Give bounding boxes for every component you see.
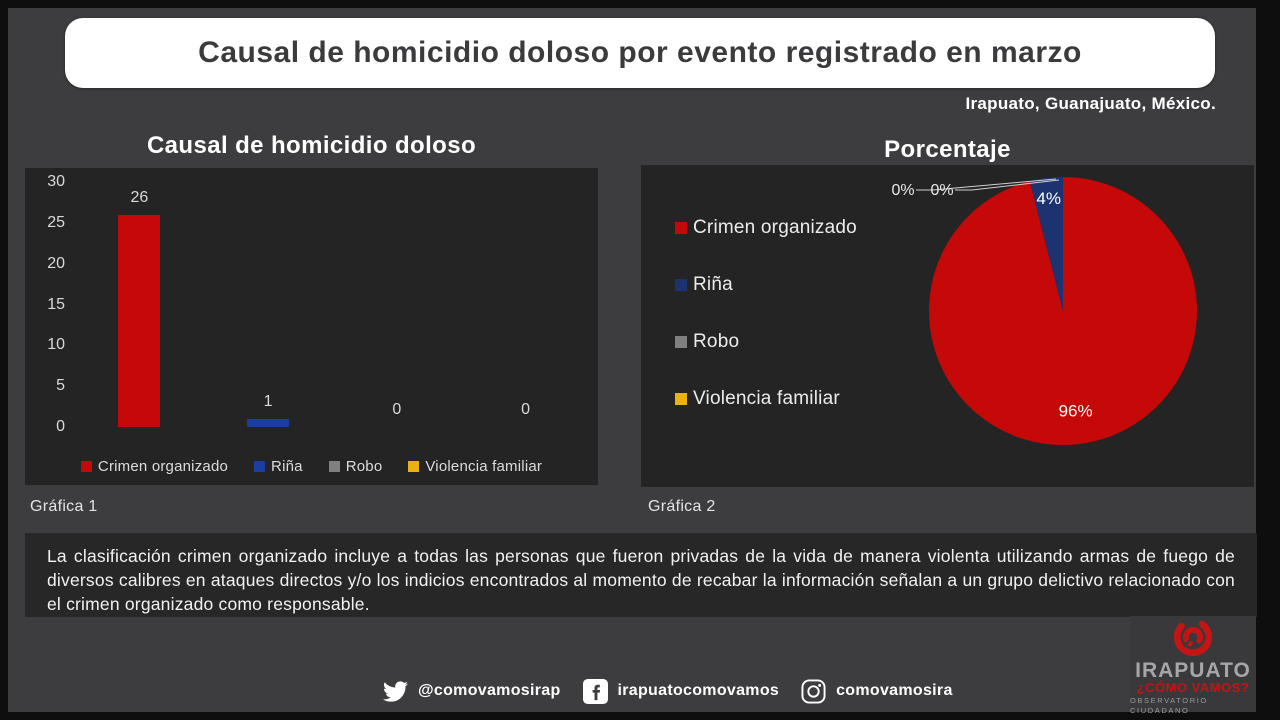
legend-label: Crimen organizado (97, 458, 229, 475)
instagram-icon (801, 678, 826, 704)
legend-swatch-icon (675, 279, 687, 291)
bar-1 (118, 214, 161, 427)
legend-label: Riña (693, 274, 733, 295)
twitter-icon (383, 680, 408, 702)
pie-slice-label: 4% (1036, 189, 1061, 208)
logo-tagline: ¿CÓMO VAMOS? (1136, 680, 1250, 695)
y-tick-label: 20 (47, 254, 65, 272)
legend-swatch-icon (408, 461, 420, 472)
pie-chart-legend: Crimen organizado Riña Robo Violencia famil… (675, 217, 857, 410)
y-tick-label: 30 (47, 173, 65, 190)
bar-value-label: 1 (263, 392, 273, 410)
legend-item: Robo (328, 458, 383, 475)
instagram-item[interactable]: comovamosira (801, 678, 953, 704)
bar-2 (247, 418, 290, 427)
y-tick-label: 15 (47, 295, 65, 313)
bar-chart-panel: 30 25 20 15 10 5 0 26 1 0 0 Crimen organizado Riña R… (25, 168, 598, 485)
legend-swatch-icon (328, 461, 340, 472)
legend-label: Crimen organizado (693, 217, 857, 238)
bar-chart-legend: Crimen organizado Riña Robo Violencia famil… (25, 458, 598, 475)
legend-swatch-icon (675, 222, 687, 234)
bar-chart-caption: Gráfica 1 (30, 498, 98, 515)
twitter-handle: @comovamosirap (418, 682, 561, 699)
location-subtitle: Irapuato, Guanajuato, México. (965, 94, 1216, 113)
facebook-item[interactable]: irapuatocomovamos (582, 678, 780, 704)
legend-swatch-icon (254, 461, 266, 472)
legend-swatch-icon (675, 336, 687, 348)
y-tick-label: 25 (47, 213, 65, 231)
legend-label: Robo (693, 331, 740, 352)
legend-item: Violencia familiar (408, 458, 542, 475)
legend-item: Riña (675, 274, 857, 296)
bar-value-label: 0 (392, 401, 402, 418)
y-tick-label: 10 (47, 336, 65, 354)
legend-label: Violencia familiar (425, 458, 543, 475)
instagram-handle: comovamosira (836, 682, 953, 699)
pie-chart-panel: Crimen organizado Riña Robo Violencia famil… (641, 165, 1254, 487)
logo-subtitle: OBSERVATORIO CIUDADANO (1130, 695, 1208, 716)
legend-label: Riña (271, 458, 303, 475)
bar-value-label: 26 (130, 188, 149, 206)
bar-chart-plot: 30 25 20 15 10 5 0 26 1 0 0 (25, 168, 598, 485)
bar-chart-title: Causal de homicidio doloso (146, 132, 477, 159)
social-media-row: @comovamosirap irapuatocomovamos comovam… (383, 676, 953, 706)
page-title: Causal de homicidio doloso por evento re… (198, 36, 1082, 69)
slide-background: Causal de homicidio doloso por evento re… (8, 8, 1257, 715)
logo-spiral-icon (1170, 616, 1216, 658)
pie-chart-caption: Gráfica 2 (648, 498, 716, 515)
legend-label: Robo (345, 458, 383, 475)
pie-zero-label: 0% (891, 182, 914, 199)
bar-value-label: 0 (521, 401, 531, 418)
twitter-item[interactable]: @comovamosirap (383, 680, 561, 702)
legend-item: Robo (675, 331, 857, 353)
legend-swatch-icon (675, 393, 687, 405)
pie-leader-line (916, 178, 1057, 191)
pie-slice-2 (1029, 177, 1063, 311)
methodology-note: La clasificación crimen organizado inclu… (25, 533, 1257, 617)
legend-item: Riña (254, 458, 303, 475)
y-tick-label: 5 (56, 377, 65, 395)
y-tick-label: 0 (56, 418, 65, 435)
pie-chart-canvas: 96% 4% 0% 0% (891, 177, 1197, 446)
legend-swatch-icon (80, 461, 92, 472)
pie-zero-label: 0% (930, 182, 953, 199)
pie-slice-1 (929, 177, 1197, 446)
irapuato-como-vamos-logo: IRAPUATO ¿CÓMO VAMOS? OBSERVATORIO CIUDA… (1130, 616, 1256, 715)
legend-item: Crimen organizado (80, 458, 229, 475)
facebook-icon (582, 678, 608, 704)
pie-slice-label: 96% (1059, 402, 1093, 421)
logo-name: IRAPUATO (1135, 659, 1251, 682)
pie-chart-title: Porcentaje (884, 136, 1011, 163)
legend-item: Crimen organizado (675, 217, 857, 239)
facebook-handle: irapuatocomovamos (617, 682, 780, 699)
legend-label: Violencia familiar (693, 388, 840, 409)
legend-item: Violencia familiar (675, 388, 857, 410)
pie-leader-line (955, 179, 1060, 191)
title-banner: Causal de homicidio doloso por evento re… (65, 18, 1215, 88)
